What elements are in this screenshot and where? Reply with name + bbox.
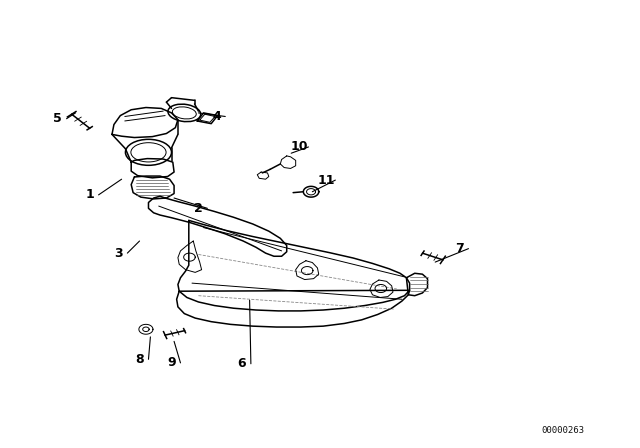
Text: 6: 6 <box>237 357 246 370</box>
Text: 9: 9 <box>167 356 176 370</box>
Text: 2: 2 <box>194 202 203 215</box>
Text: 3: 3 <box>114 246 123 260</box>
Text: 5: 5 <box>53 112 62 125</box>
Text: 11: 11 <box>317 173 335 187</box>
Text: 8: 8 <box>135 353 144 366</box>
Text: 1: 1 <box>85 188 94 202</box>
Text: 10: 10 <box>291 140 308 154</box>
Text: 7: 7 <box>455 242 464 255</box>
Text: 4: 4 <box>212 110 221 123</box>
Text: 00000263: 00000263 <box>541 426 585 435</box>
